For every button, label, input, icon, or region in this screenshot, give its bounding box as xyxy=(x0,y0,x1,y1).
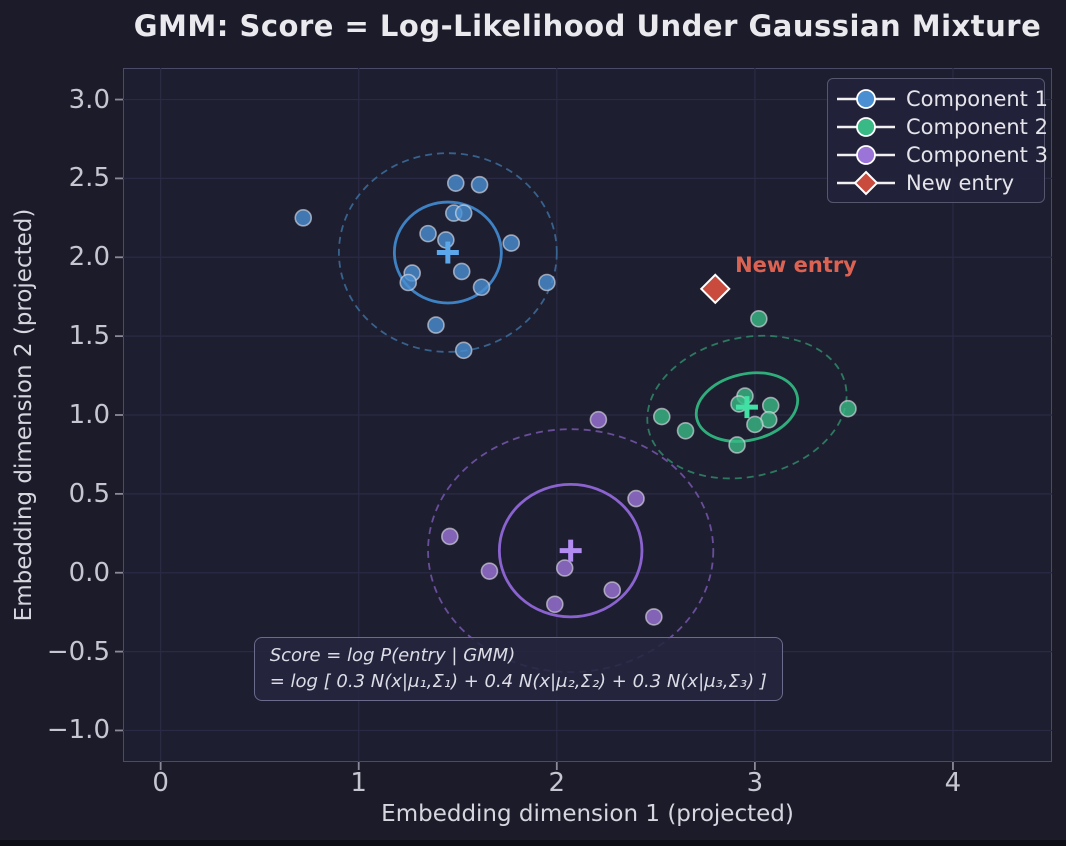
legend-item-component-1: Component 1 xyxy=(834,85,1048,113)
legend: Component 1 Component 2 Component 3 New … xyxy=(827,78,1048,203)
y-tick-label: 2.5 xyxy=(68,163,110,194)
component-1-marker-icon xyxy=(837,89,895,109)
component-3-marker-icon xyxy=(837,145,895,165)
new-entry-label: New entry xyxy=(735,253,857,278)
component-2-marker-icon xyxy=(837,117,895,137)
new-entry-marker-icon xyxy=(837,170,895,196)
legend-item-new-entry: New entry xyxy=(834,169,1034,197)
x-tick-label: 0 xyxy=(152,768,169,798)
legend-item-component-3: Component 3 xyxy=(834,141,1048,169)
y-tick-label: 2.0 xyxy=(68,242,110,273)
score-formula-line2: = log [ 0.3 N(x|μ₁,Σ₁) + 0.4 N(x|μ₂,Σ₂) … xyxy=(269,670,767,692)
y-tick-label: −0.5 xyxy=(46,636,110,667)
y-tick-label: 1.5 xyxy=(68,321,110,352)
legend-label: Component 1 xyxy=(906,87,1048,111)
figure-bottom-edge xyxy=(0,840,1066,846)
x-tick-label: 2 xyxy=(548,768,566,798)
x-tick-label: 4 xyxy=(944,768,962,798)
y-tick-label: 1.0 xyxy=(68,400,110,430)
x-tick-label: 3 xyxy=(746,768,764,798)
x-tick-label: 1 xyxy=(350,768,367,798)
legend-label: New entry xyxy=(906,171,1015,195)
chart-title: GMM: Score = Log-Likelihood Under Gaussi… xyxy=(133,9,1042,43)
y-tick-label: −1.0 xyxy=(46,715,110,746)
legend-label: Component 3 xyxy=(906,143,1048,167)
y-tick-label: 0.0 xyxy=(68,557,110,588)
score-formula-box: Score = log P(entry | GMM) = log [ 0.3 N… xyxy=(253,636,783,701)
y-tick-label: 0.5 xyxy=(68,478,110,509)
legend-label: Component 2 xyxy=(906,115,1048,139)
score-formula-line1: Score = log P(entry | GMM) xyxy=(269,644,516,666)
legend-item-component-2: Component 2 xyxy=(834,113,1048,141)
y-tick-label: 3.0 xyxy=(68,84,110,115)
x-axis-label: Embedding dimension 1 (projected) xyxy=(381,801,794,827)
